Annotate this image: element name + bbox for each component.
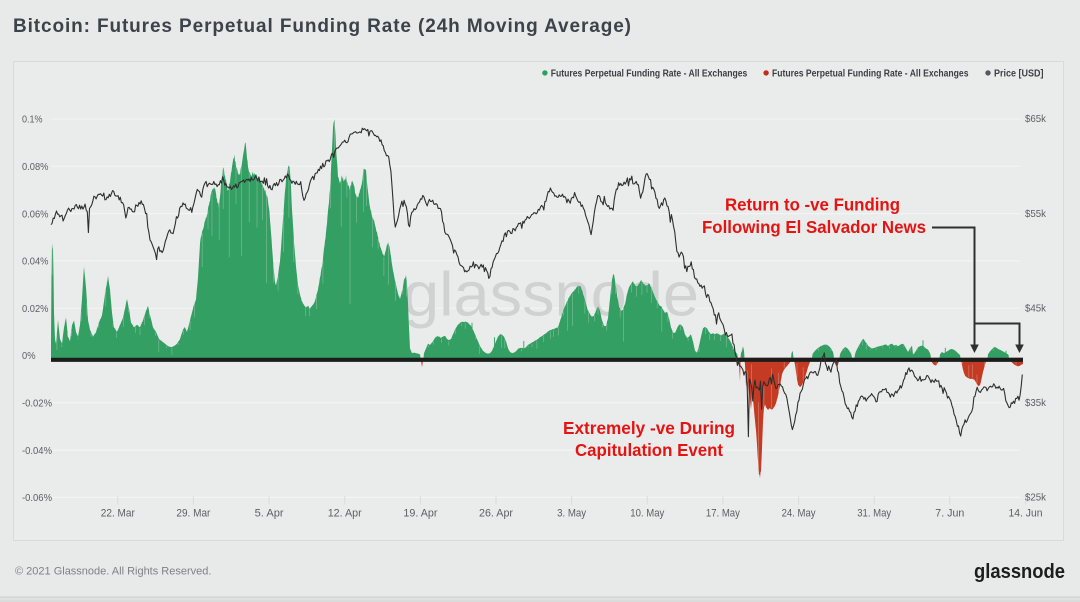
svg-text:0.06%: 0.06% (22, 208, 49, 220)
svg-text:Following El Salvador News: Following El Salvador News (702, 217, 926, 237)
svg-text:$55k: $55k (1025, 208, 1047, 220)
svg-text:17. May: 17. May (706, 508, 740, 520)
svg-text:5. Apr: 5. Apr (255, 508, 284, 520)
svg-text:$65k: $65k (1025, 113, 1047, 125)
svg-text:Futures Perpetual Funding Rate: Futures Perpetual Funding Rate - All Exc… (772, 68, 969, 80)
svg-text:Return to -ve Funding: Return to -ve Funding (725, 195, 900, 215)
svg-text:19. Apr: 19. Apr (403, 508, 437, 520)
svg-text:29. Mar: 29. Mar (176, 508, 210, 520)
svg-text:Extremely -ve During: Extremely -ve During (563, 418, 735, 438)
svg-text:14. Jun: 14. Jun (1009, 508, 1043, 520)
svg-text:22. Mar: 22. Mar (101, 508, 135, 520)
svg-text:7. Jun: 7. Jun (935, 508, 964, 520)
svg-text:$45k: $45k (1025, 302, 1047, 314)
svg-text:0.02%: 0.02% (22, 303, 49, 315)
svg-text:$25k: $25k (1025, 492, 1047, 504)
svg-text:0.1%: 0.1% (22, 114, 43, 126)
svg-text:Capitulation Event: Capitulation Event (575, 440, 723, 460)
svg-text:3. May: 3. May (557, 508, 586, 520)
svg-text:Bitcoin: Futures Perpetual Fun: Bitcoin: Futures Perpetual Funding Rate … (13, 16, 631, 37)
svg-text:$35k: $35k (1025, 397, 1047, 409)
svg-text:© 2021 Glassnode. All Rights R: © 2021 Glassnode. All Rights Reserved. (15, 566, 211, 578)
svg-text:0.04%: 0.04% (22, 256, 49, 268)
svg-text:26. Apr: 26. Apr (479, 508, 513, 520)
svg-text:0%: 0% (22, 350, 36, 362)
svg-text:31. May: 31. May (857, 508, 891, 520)
svg-text:12. Apr: 12. Apr (328, 508, 362, 520)
svg-text:-0.02%: -0.02% (22, 398, 52, 410)
svg-text:-0.04%: -0.04% (22, 445, 52, 457)
svg-text:Price [USD]: Price [USD] (994, 68, 1044, 80)
svg-text:-0.06%: -0.06% (22, 492, 52, 504)
svg-text:10. May: 10. May (630, 508, 664, 520)
svg-text:24. May: 24. May (782, 508, 816, 520)
svg-text:0.08%: 0.08% (22, 161, 49, 173)
svg-text:Futures Perpetual Funding Rate: Futures Perpetual Funding Rate - All Exc… (551, 68, 748, 80)
svg-text:glassnode: glassnode (974, 560, 1065, 583)
